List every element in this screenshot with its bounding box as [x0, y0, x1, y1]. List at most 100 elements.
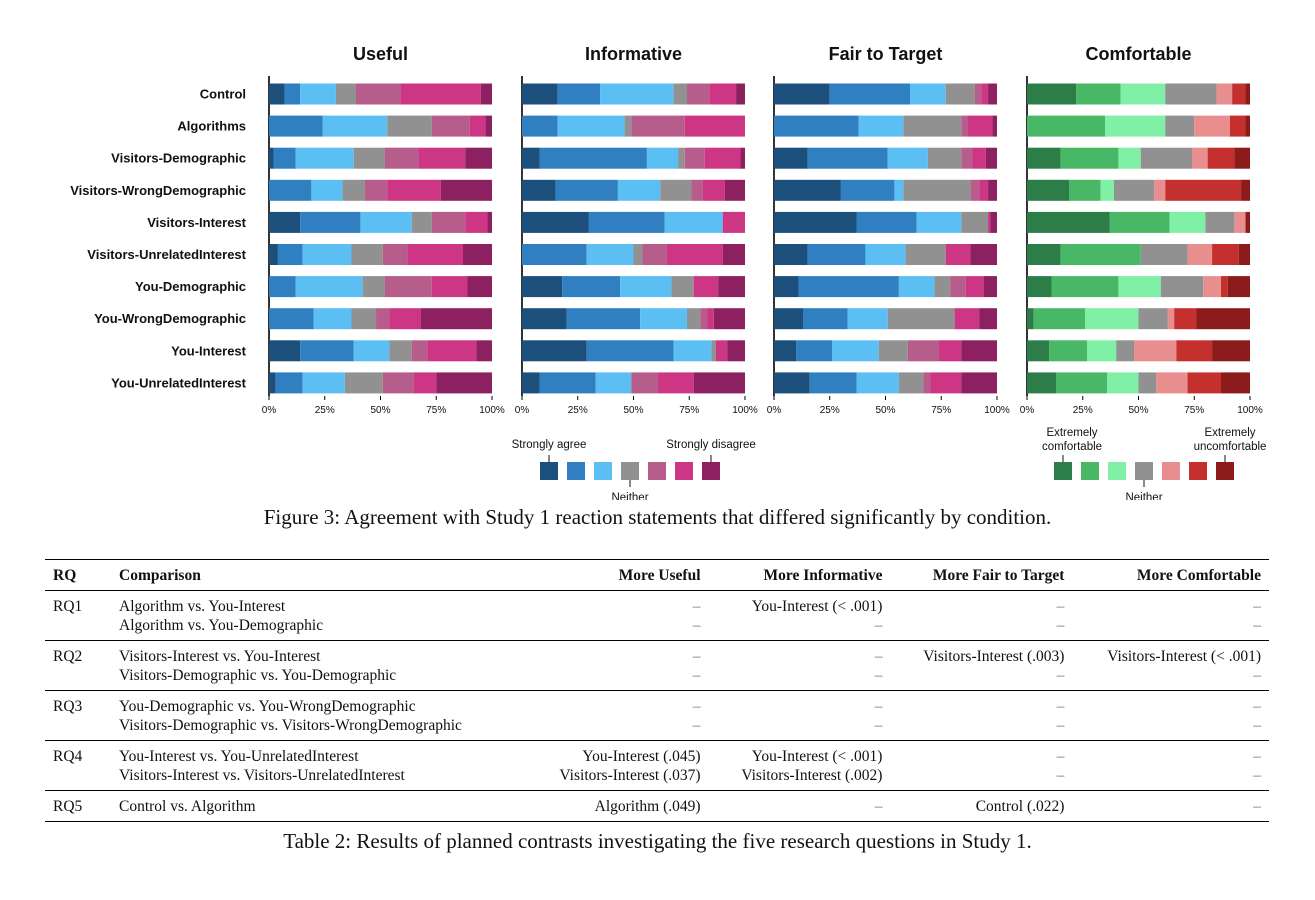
bar-segment	[1203, 276, 1222, 298]
bar-segment	[961, 211, 989, 233]
bar-segment	[624, 115, 632, 137]
tick-label: 25%	[315, 405, 335, 416]
bar-segment	[722, 244, 745, 265]
rq-cell-line: RQ2	[53, 648, 83, 665]
legend-right-label: Strongly disagree	[666, 439, 756, 451]
bar-segment	[387, 179, 441, 201]
informative-cell-line: –	[874, 648, 883, 665]
fair-cell-line: Visitors-Interest (.003)	[923, 648, 1065, 665]
bar-segment	[990, 211, 997, 233]
bar-segment	[269, 115, 323, 137]
bar-segment	[284, 83, 301, 105]
tick-label: 75%	[931, 405, 951, 416]
bar-segment	[351, 308, 377, 330]
bar-segment	[1156, 372, 1188, 394]
bar-segment	[856, 211, 917, 233]
legend-left-label: Extremely comfortable	[1042, 427, 1102, 453]
bar-segment	[1107, 372, 1139, 394]
bar-segment	[972, 147, 986, 169]
bar-segment	[539, 147, 647, 169]
table-row: RQ4 You-Interest vs. You-UnrelatedInteres…	[45, 741, 1269, 791]
bar-segment	[774, 244, 808, 265]
bar-segment	[427, 340, 477, 362]
bar-segment	[930, 372, 962, 394]
tick-label: 50%	[370, 405, 390, 416]
legend-swatch	[594, 462, 612, 480]
bar-segment	[829, 83, 911, 105]
useful-cell: – –	[527, 591, 709, 641]
bar-segment	[522, 179, 556, 201]
bar-segment	[916, 211, 962, 233]
bar-segment	[1060, 147, 1119, 169]
informative-cell-line: –	[874, 617, 883, 634]
useful-cell-line: –	[692, 717, 701, 734]
bar-segment	[362, 276, 385, 298]
bar-segment	[856, 372, 899, 394]
bar-segment	[300, 340, 354, 362]
table-group-rq1: RQ1 Algorithm vs. You-Interest Algorithm v…	[45, 591, 1269, 641]
bar-segment	[469, 115, 486, 137]
bar-segment	[1212, 340, 1250, 362]
bar-segment	[840, 179, 895, 201]
tick-label: 100%	[1237, 405, 1263, 416]
bar-segment	[865, 244, 906, 265]
bar-segment	[487, 211, 492, 233]
bar-segment	[411, 340, 428, 362]
bar-segment	[1069, 179, 1101, 201]
bar-segment	[269, 372, 276, 394]
header-more-fair: More Fair to Target	[890, 559, 1073, 591]
comfortable-cell-line: –	[1253, 717, 1261, 734]
bar-segment	[961, 147, 973, 169]
bar-segment	[1049, 340, 1088, 362]
bar-segment	[384, 147, 419, 169]
bar-segment	[522, 211, 589, 233]
bar-segment	[1187, 244, 1213, 265]
useful-cell-line: –	[692, 667, 701, 684]
bar-segment	[1176, 340, 1213, 362]
bar-segment	[684, 147, 705, 169]
useful-cell: – –	[527, 641, 709, 691]
bar-segment	[633, 244, 643, 265]
useful-cell-line: –	[692, 648, 701, 665]
bar-segment	[664, 211, 723, 233]
bar-segment	[273, 147, 296, 169]
bar-segment	[269, 340, 301, 362]
fair-cell: – –	[890, 691, 1072, 741]
bar-segment	[431, 276, 468, 298]
rq-cell: RQ2	[45, 641, 111, 691]
bar-segment	[711, 340, 717, 362]
fair-cell: – –	[890, 591, 1072, 641]
comparison-cell: Visitors-Interest vs. You-Interest Visito…	[111, 641, 527, 691]
bar-segment	[727, 340, 745, 362]
bar-segment	[945, 244, 971, 265]
useful-cell-line: –	[692, 617, 701, 634]
bar-segment	[988, 83, 997, 105]
header-more-comfortable: More Comfortable	[1072, 559, 1269, 591]
panel-title: Fair to Target	[829, 44, 943, 64]
bar-segment	[1140, 147, 1193, 169]
useful-cell-line: –	[692, 598, 701, 615]
bar-segment	[600, 83, 674, 105]
bar-segment	[1027, 276, 1052, 298]
bar-segment	[974, 83, 982, 105]
table-row: RQ1 Algorithm vs. You-Interest Algorithm v…	[45, 591, 1269, 641]
bar-segment	[1060, 244, 1141, 265]
bar-segment	[522, 372, 540, 394]
row-label: You-Interest	[171, 343, 247, 358]
bar-segment	[678, 147, 685, 169]
legend-swatch	[1162, 462, 1180, 480]
bar-segment	[364, 179, 388, 201]
bar-segment	[269, 147, 274, 169]
bar-segment	[1027, 372, 1056, 394]
bar-segment	[539, 372, 596, 394]
bar-segment	[431, 115, 470, 137]
fair-cell: – –	[890, 741, 1072, 791]
bar-segment	[1212, 244, 1239, 265]
bar-segment	[774, 211, 857, 233]
bar-segment	[1134, 340, 1177, 362]
bar-segment	[269, 276, 296, 298]
comparison-cell-line: Visitors-Demographic vs. Visitors-WrongD…	[119, 717, 462, 734]
bar-segment	[467, 276, 492, 298]
bar-segment	[1165, 115, 1195, 137]
tick-label: 100%	[732, 405, 758, 416]
